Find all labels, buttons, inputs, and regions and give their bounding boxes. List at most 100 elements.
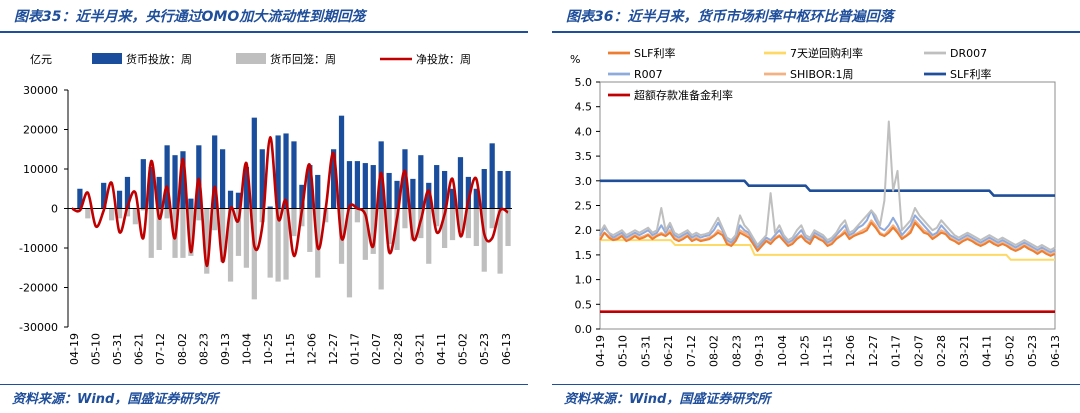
legend-swatch [236,53,266,64]
bar-injection [441,170,448,209]
bar-injection [148,167,154,209]
x-tick-label: 08-02 [708,335,721,367]
bar-injection [164,145,170,209]
x-tick-label: 03-21 [413,333,426,365]
y-tick-label: -20000 [19,282,58,295]
x-tick-label: 05-02 [1003,335,1016,367]
x-tick-label: 02-07 [370,333,383,365]
bar-injection [346,161,353,209]
bar-withdrawal [227,208,234,282]
legend-label: SLF利率 [950,67,991,81]
x-tick-label: 07-12 [154,333,167,365]
bar-withdrawal [204,208,210,274]
bar-injection [497,170,503,209]
legend-label: 7天逆回购利率 [790,46,863,60]
bar-injection [291,141,297,209]
y-tick-label: 4.0 [575,125,593,138]
bar-injection [315,174,321,209]
x-tick-label: 04-11 [981,335,994,367]
bar-withdrawal [378,208,384,290]
bar-withdrawal [196,208,202,221]
bar-injection [251,117,257,209]
bar-injection [481,169,487,209]
bar-injection [307,165,313,209]
bar-injection [188,198,194,209]
bar-withdrawal [124,208,131,217]
bar-injection [156,176,162,209]
x-tick-label: 05-23 [1026,335,1039,367]
bar-injection [140,159,146,209]
x-tick-label: 11-15 [821,335,834,367]
bar-withdrawal [219,208,226,262]
x-tick-label: 01-17 [890,335,903,367]
bar-withdrawal [307,208,313,252]
y-tick-label: 0.0 [575,323,593,336]
x-tick-label: 12-27 [867,335,880,367]
bar-injection [426,182,432,209]
series-line [600,239,1055,261]
left-chart-panel: 图表35：近半月来，央行通过OMO加大流动性到期回笼 -30000 -20000-… [0,0,528,413]
legend-label: DR007 [950,47,987,60]
x-tick-label: 05-31 [111,333,124,365]
bar-withdrawal [426,208,432,264]
x-tick-label: 01-17 [349,333,362,365]
legend-swatch [92,53,122,64]
y-tick-label: 30000 [23,84,58,97]
omo-bar-chart: -30000 -20000 -10000 0 10000 20000 30000 亿元 04-1… [19,52,513,365]
y-tick-label: 1.0 [575,274,593,287]
legend-label: R007 [634,68,663,81]
x-tick-label: 09-13 [753,335,766,367]
bar-withdrawal [235,208,242,256]
bar-injection [449,188,456,209]
bar-withdrawal [489,208,495,229]
legend-label: 货币回笼：周 [270,52,336,66]
bar-injection [124,176,131,209]
bar-withdrawal [362,208,368,260]
bar-injection [275,135,281,209]
bar-withdrawal [346,208,353,298]
bar-injection [457,157,464,209]
bar-injection [362,163,368,209]
y-axis-label: 亿元 [30,53,52,66]
x-tick-label: 03-21 [958,335,971,367]
plot-frame [599,81,1056,330]
bar-withdrawal [108,208,115,221]
x-tick-label: 05-31 [639,335,652,367]
bar-injection [354,161,361,209]
bar-injection [219,149,226,209]
x-tick-label: 09-13 [219,333,232,365]
series-line [599,221,1056,257]
source-note: 资料来源：Wind，国盛证券研究所 [12,392,219,407]
y-tick-label: 3.5 [575,150,593,163]
bar-withdrawal [275,208,281,282]
bar-withdrawal [180,208,186,258]
x-tick-label: 11-15 [284,333,297,365]
legend-label: SHIBOR:1周 [790,68,854,81]
bar-withdrawal [505,208,511,247]
x-tick-label: 12-06 [305,333,318,365]
x-tick-label: 05-23 [478,333,491,365]
y-tick-label: 3.0 [575,175,593,188]
bar-withdrawal [188,208,194,256]
y-tick-label: -10000 [19,242,58,255]
x-tick-label: 12-06 [844,335,857,367]
y-tick-label: 2.0 [575,224,593,237]
series-line [599,120,1056,251]
y-tick-label: 4.5 [575,101,593,114]
x-tick-label: 02-07 [912,335,925,367]
footer-rule [0,384,528,385]
bar-injection [196,145,202,209]
bar-withdrawal [291,208,297,237]
bar-withdrawal [434,208,440,227]
bar-injection [418,155,424,209]
legend-label: 货币投放：周 [126,52,192,66]
bar-withdrawal [283,208,289,280]
title-rule [0,31,528,33]
x-tick-label: 10-25 [799,335,812,367]
x-tick-label: 06-13 [1049,335,1062,367]
bar-injection [410,178,416,209]
bar-withdrawal [116,208,123,219]
bar-withdrawal [473,208,479,247]
bar-withdrawal [497,208,503,274]
bar-injection [243,167,250,209]
